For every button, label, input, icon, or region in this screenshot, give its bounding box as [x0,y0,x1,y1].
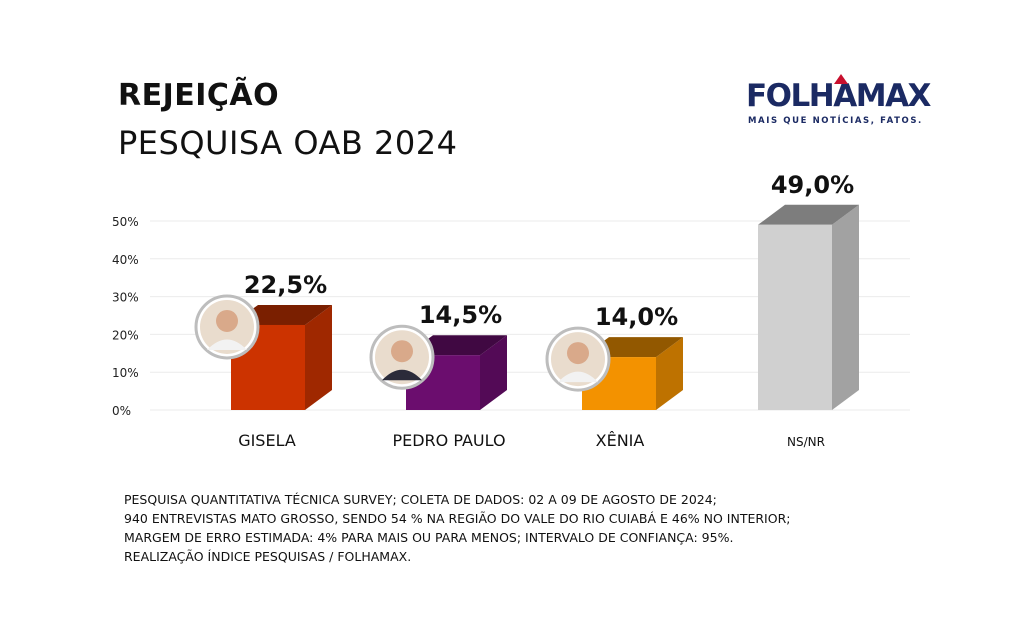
category-label: NS/NR [787,435,825,449]
bar-side [832,204,859,410]
y-tick-label: 50% [112,215,139,229]
candidate-photo [369,324,435,390]
face-icon [216,309,238,332]
bar-chart: 0% 10% 20% 30% 40% 50% 22,5% GISELA 14,5% PEDRO P… [112,171,910,450]
shoulders-icon [382,369,422,381]
chart-title: REJEIÇÃO [118,78,280,113]
bar [758,224,832,410]
bar-side [480,335,507,410]
face-icon [391,340,413,363]
bar-top [758,204,859,225]
y-tick-label: 40% [112,253,139,267]
bar-side [656,337,683,410]
bar-group [758,204,859,410]
footer-line: PESQUISA QUANTITATIVA TÉCNICA SURVEY; CO… [124,492,717,507]
category-label: XÊNIA [596,431,645,450]
y-tick-label: 20% [112,328,139,342]
footer-line: REALIZAÇÃO ÍNDICE PESQUISAS / FOLHAMAX. [124,549,412,564]
category-label: GISELA [238,431,296,450]
data-label: 14,0% [595,303,678,331]
data-label: 14,5% [419,301,502,329]
methodology-note: PESQUISA QUANTITATIVA TÉCNICA SURVEY; CO… [124,490,790,566]
y-tick-label: 0% [112,404,131,418]
shoulders-icon [558,371,598,383]
chart-subtitle: PESQUISA OAB 2024 [118,124,458,162]
footer-line: MARGEM DE ERRO ESTIMADA: 4% PARA MAIS OU… [124,530,734,545]
logo-accent-icon [834,74,848,84]
bar-group [231,304,332,410]
candidate-photo [545,326,611,392]
face-icon [567,342,589,365]
y-tick-label: 10% [112,366,139,380]
shoulders-icon [207,339,247,350]
folhamax-logo: FOLHAMAX MAIS QUE NOTÍCIAS, FATOS. [746,74,931,132]
y-tick-label: 30% [112,291,139,305]
data-label: 49,0% [771,171,854,199]
data-label: 22,5% [244,271,327,299]
bar-side [305,304,332,410]
logo-tagline: MAIS QUE NOTÍCIAS, FATOS. [748,116,923,126]
candidate-photo [194,294,260,360]
footer-line: 940 ENTREVISTAS MATO GROSSO, SENDO 54 % … [124,511,791,526]
category-label: PEDRO PAULO [392,431,505,450]
